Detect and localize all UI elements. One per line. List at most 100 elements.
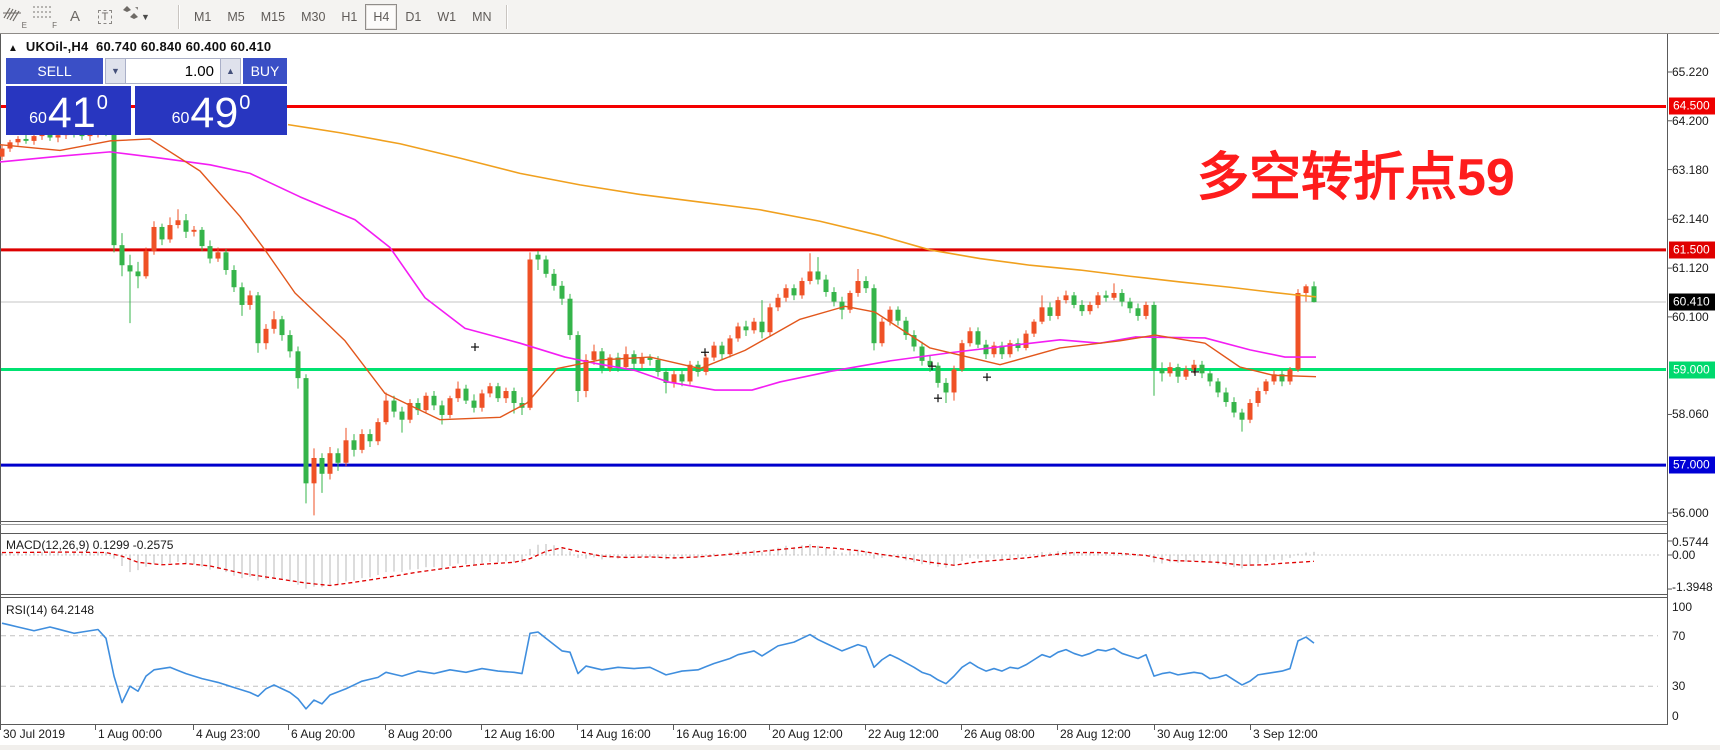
price-axis-label-65.220: 65.220 <box>1672 65 1709 79</box>
candle-up <box>639 357 645 364</box>
chart-canvas[interactable] <box>0 33 1720 750</box>
toolbar: E F A T ▼ M1 M5 M1 <box>0 0 1720 34</box>
timeframe-button-M15[interactable]: M15 <box>260 9 286 24</box>
price-axis-label-61.120: 61.120 <box>1672 261 1709 276</box>
candle-down <box>999 345 1005 355</box>
candle-up <box>847 292 853 310</box>
candle-down <box>655 359 661 372</box>
chart-annotation-text[interactable]: 多空转折点59 <box>1197 149 1515 207</box>
candle-down <box>159 226 165 240</box>
ohlc-low: 60.400 <box>185 39 227 54</box>
timeframe-button-M5[interactable]: M5 <box>227 9 245 24</box>
rsi-scale-label-0: 0 <box>1672 709 1679 723</box>
candle-down <box>279 319 285 336</box>
candle-up <box>1023 333 1029 348</box>
candle-down <box>1175 367 1181 377</box>
candle-down <box>239 287 245 305</box>
date-axis-label-30-Jul-2019: 30 Jul 2019 <box>3 727 66 741</box>
date-axis-label-14-Aug-16-00: 14 Aug 16:00 <box>580 727 651 741</box>
price-axis-label-58.060: 58.060 <box>1672 407 1709 422</box>
buy-button[interactable]: BUY <box>243 58 287 84</box>
rsi-scale-label-70: 70 <box>1672 628 1686 643</box>
timeframe-button-M1[interactable]: M1 <box>194 9 212 24</box>
candle-down <box>1079 304 1085 312</box>
date-axis-label-22-Aug-12-00: 22 Aug 12:00 <box>868 727 939 741</box>
candle-down <box>535 254 541 260</box>
candle-down <box>207 246 213 259</box>
candle-down <box>47 134 53 138</box>
candle-down <box>471 400 477 408</box>
candle-up <box>1111 292 1117 298</box>
volume-input[interactable] <box>126 58 220 84</box>
ohlc-header: ▲ UKOil-,H4 60.740 60.840 60.400 60.410 <box>8 39 271 54</box>
candle-down <box>919 346 925 361</box>
candle-up <box>1095 295 1101 305</box>
candle-up <box>671 374 677 383</box>
candle-up <box>767 307 773 333</box>
candle-up <box>703 357 709 372</box>
candle-down <box>863 281 869 289</box>
candle-down <box>615 357 621 368</box>
candle-up <box>775 297 781 308</box>
candle-down <box>1279 374 1285 382</box>
candle-down <box>567 298 573 336</box>
candle-up <box>15 138 21 143</box>
timeframe-button-M30[interactable]: M30 <box>301 9 326 24</box>
candle-up <box>327 453 333 474</box>
arrows-cursor-icon[interactable]: ▼ <box>121 3 167 31</box>
timeframe-button-H1[interactable]: H1 <box>341 9 358 24</box>
candle-up <box>191 229 197 232</box>
candle-down <box>391 400 397 412</box>
ohlc-open: 60.740 <box>96 39 137 54</box>
candle-up <box>1143 304 1149 316</box>
candle-down <box>743 326 749 331</box>
sell-price-display[interactable]: 60 41 0 <box>6 86 131 135</box>
candle-up <box>167 225 173 240</box>
candle-down <box>935 365 941 383</box>
candle-down <box>1103 295 1109 298</box>
candle-down <box>183 220 189 232</box>
timeframe-button-D1[interactable]: D1 <box>405 9 422 24</box>
volume-increment-button[interactable]: ▲ <box>220 58 241 84</box>
date-axis-label-30-Aug-12-00: 30 Aug 12:00 <box>1157 727 1228 741</box>
timeframe-button-W1[interactable]: W1 <box>437 9 457 24</box>
candle-down <box>79 134 85 137</box>
candle-up <box>1087 304 1093 312</box>
timeframe-button-H4[interactable]: H4 <box>365 3 398 30</box>
candle-down <box>559 285 565 299</box>
timeframe-group: M1 M5 M15 M30 H1 H4 D1 W1 MN <box>186 3 500 30</box>
window-bottom-strip <box>0 745 1720 750</box>
candle-down <box>399 411 405 420</box>
candle-up <box>0 148 5 157</box>
candle-down <box>1047 307 1053 316</box>
text-label-icon[interactable]: A <box>69 8 80 25</box>
grid-f-icon[interactable]: F <box>31 3 59 31</box>
date-axis-label-20-Aug-12-00: 20 Aug 12:00 <box>772 727 843 741</box>
chart-pattern-e-icon[interactable]: E <box>1 3 29 31</box>
candle-up <box>711 345 717 358</box>
candle-up <box>967 331 973 344</box>
volume-decrement-button[interactable]: ▼ <box>105 58 126 84</box>
macd-scale-label-0.5744: 0.5744 <box>1672 535 1709 549</box>
candle-up <box>1271 374 1277 382</box>
sell-button[interactable]: SELL <box>6 58 103 84</box>
candle-down <box>367 434 373 442</box>
candle-up <box>951 369 957 393</box>
candle-up <box>783 288 789 298</box>
candle-up <box>263 328 269 344</box>
text-box-icon[interactable]: T <box>91 3 119 31</box>
expander-triangle-icon[interactable]: ▲ <box>8 43 19 54</box>
buy-price-display[interactable]: 60 49 0 <box>135 86 287 135</box>
candle-up <box>687 364 693 382</box>
candle-down <box>1119 292 1125 302</box>
candle-up <box>1263 381 1269 392</box>
chart-window[interactable]: ▲ UKOil-,H4 60.740 60.840 60.400 60.410 … <box>0 33 1720 750</box>
candle-down <box>495 386 501 399</box>
timeframe-button-MN[interactable]: MN <box>472 9 492 24</box>
rsi-scale-label-100: 100 <box>1672 600 1693 614</box>
candle-down <box>415 402 421 411</box>
candle-down <box>199 229 205 247</box>
candle-up <box>151 226 157 251</box>
candle-down <box>975 331 981 345</box>
rsi-scale-label-30: 30 <box>1672 679 1686 694</box>
